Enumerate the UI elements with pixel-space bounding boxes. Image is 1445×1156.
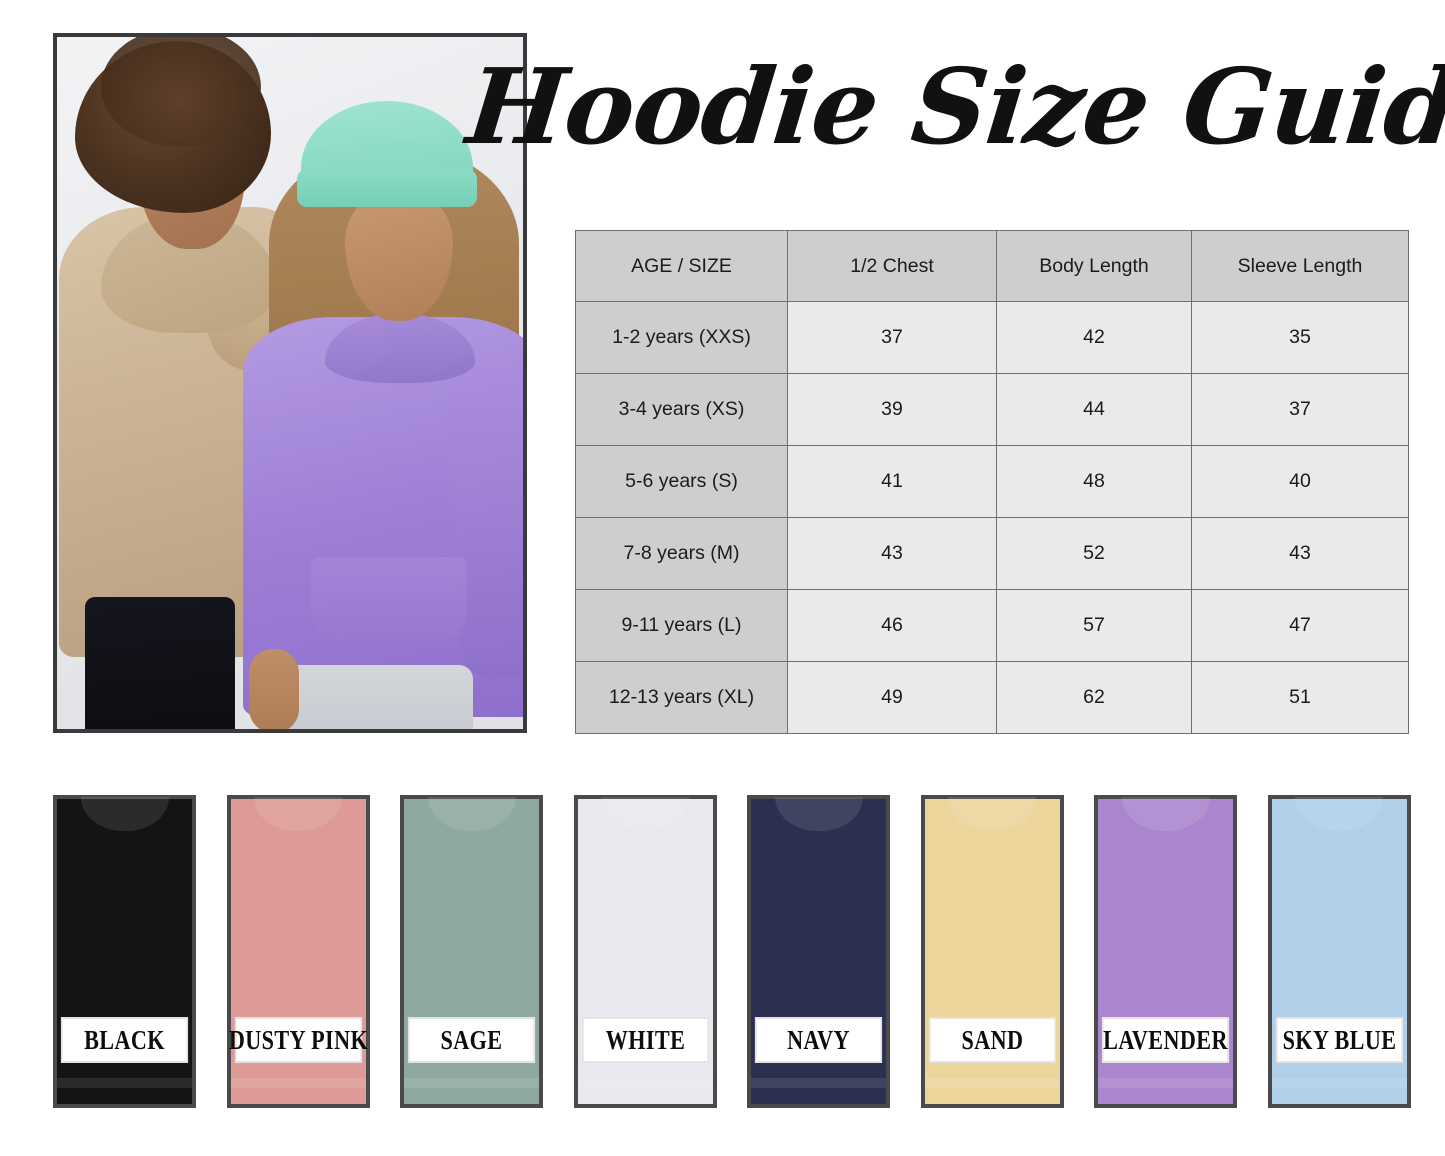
cell-chest: 43: [787, 517, 997, 590]
cell-sleeve: 51: [1191, 661, 1409, 734]
swatch-hem-seam: [924, 1078, 1060, 1088]
girl-beanie-brim: [297, 169, 477, 207]
boy-pants: [85, 597, 235, 729]
swatch-collar: [774, 797, 863, 831]
cell-chest: 41: [787, 445, 997, 518]
girl-face: [345, 189, 453, 321]
product-photo-image: [57, 37, 523, 729]
swatch-hem-seam: [1098, 1078, 1233, 1088]
cell-chest: 37: [787, 301, 997, 374]
cell-body: 52: [996, 517, 1192, 590]
column-header-half-chest: 1/2 Chest: [787, 230, 997, 302]
cell-size: 5-6 years (S): [575, 445, 788, 518]
girl-hand: [249, 649, 299, 729]
swatch-label: LAVENDER: [1101, 1017, 1230, 1063]
swatch-collar: [427, 797, 516, 831]
girl-pants: [273, 665, 473, 729]
swatch-hem-seam: [751, 1078, 886, 1088]
swatch-hem-seam: [1271, 1078, 1407, 1088]
column-header-sleeve-length: Sleeve Length: [1191, 230, 1409, 302]
swatch-label: BLACK: [60, 1017, 189, 1063]
swatch-label: DUSTY PINK: [228, 1017, 367, 1063]
column-header-age-size: AGE / SIZE: [575, 230, 788, 302]
swatch-label: SAGE: [407, 1017, 536, 1063]
cell-size: 7-8 years (M): [575, 517, 788, 590]
boy-hair-top: [101, 37, 261, 147]
cell-sleeve: 40: [1191, 445, 1409, 518]
table-row: 3-4 years (XS) 39 44 37: [575, 373, 1409, 446]
cell-sleeve: 37: [1191, 373, 1409, 446]
cell-chest: 39: [787, 373, 997, 446]
table-row: 12-13 years (XL) 49 62 51: [575, 661, 1409, 734]
swatch-label: SAND: [928, 1017, 1056, 1063]
cell-body: 42: [996, 301, 1192, 374]
swatch-collar: [254, 797, 342, 831]
cell-body: 44: [996, 373, 1192, 446]
swatch-hem-seam: [57, 1078, 192, 1088]
cell-sleeve: 47: [1191, 589, 1409, 662]
table-row: 5-6 years (S) 41 48 40: [575, 445, 1409, 518]
cell-sleeve: 43: [1191, 517, 1409, 590]
cell-body: 62: [996, 661, 1192, 734]
column-header-body-length: Body Length: [996, 230, 1192, 302]
girl-hood: [325, 313, 475, 383]
swatch-label: WHITE: [581, 1017, 709, 1063]
swatch-collar: [601, 797, 689, 831]
table-header-row: AGE / SIZE 1/2 Chest Body Length Sleeve …: [575, 230, 1409, 302]
cell-size: 9-11 years (L): [575, 589, 788, 662]
swatch-collar: [948, 797, 1036, 831]
swatch-hem-seam: [230, 1078, 366, 1088]
size-chart-table: AGE / SIZE 1/2 Chest Body Length Sleeve …: [575, 230, 1409, 734]
cell-size: 12-13 years (XL): [575, 661, 788, 734]
cell-sleeve: 35: [1191, 301, 1409, 374]
cell-body: 57: [996, 589, 1192, 662]
cell-body: 48: [996, 445, 1192, 518]
swatch-label: NAVY: [754, 1017, 883, 1063]
girl-pocket: [311, 557, 467, 641]
table-row: 7-8 years (M) 43 52 43: [575, 517, 1409, 590]
swatch-collar: [1295, 797, 1383, 831]
swatch-collar: [1121, 797, 1210, 831]
swatch-hem-seam: [404, 1078, 539, 1088]
swatch-collar: [80, 797, 169, 831]
table-row: 9-11 years (L) 46 57 47: [575, 589, 1409, 662]
table-body: 1-2 years (XXS) 37 42 35 3-4 years (XS) …: [575, 301, 1409, 734]
swatch-label: SKY BLUE: [1275, 1017, 1403, 1063]
cell-chest: 49: [787, 661, 997, 734]
swatch-hem-seam: [577, 1078, 713, 1088]
table-row: 1-2 years (XXS) 37 42 35: [575, 301, 1409, 374]
cell-size: 3-4 years (XS): [575, 373, 788, 446]
product-photo: [53, 33, 527, 733]
